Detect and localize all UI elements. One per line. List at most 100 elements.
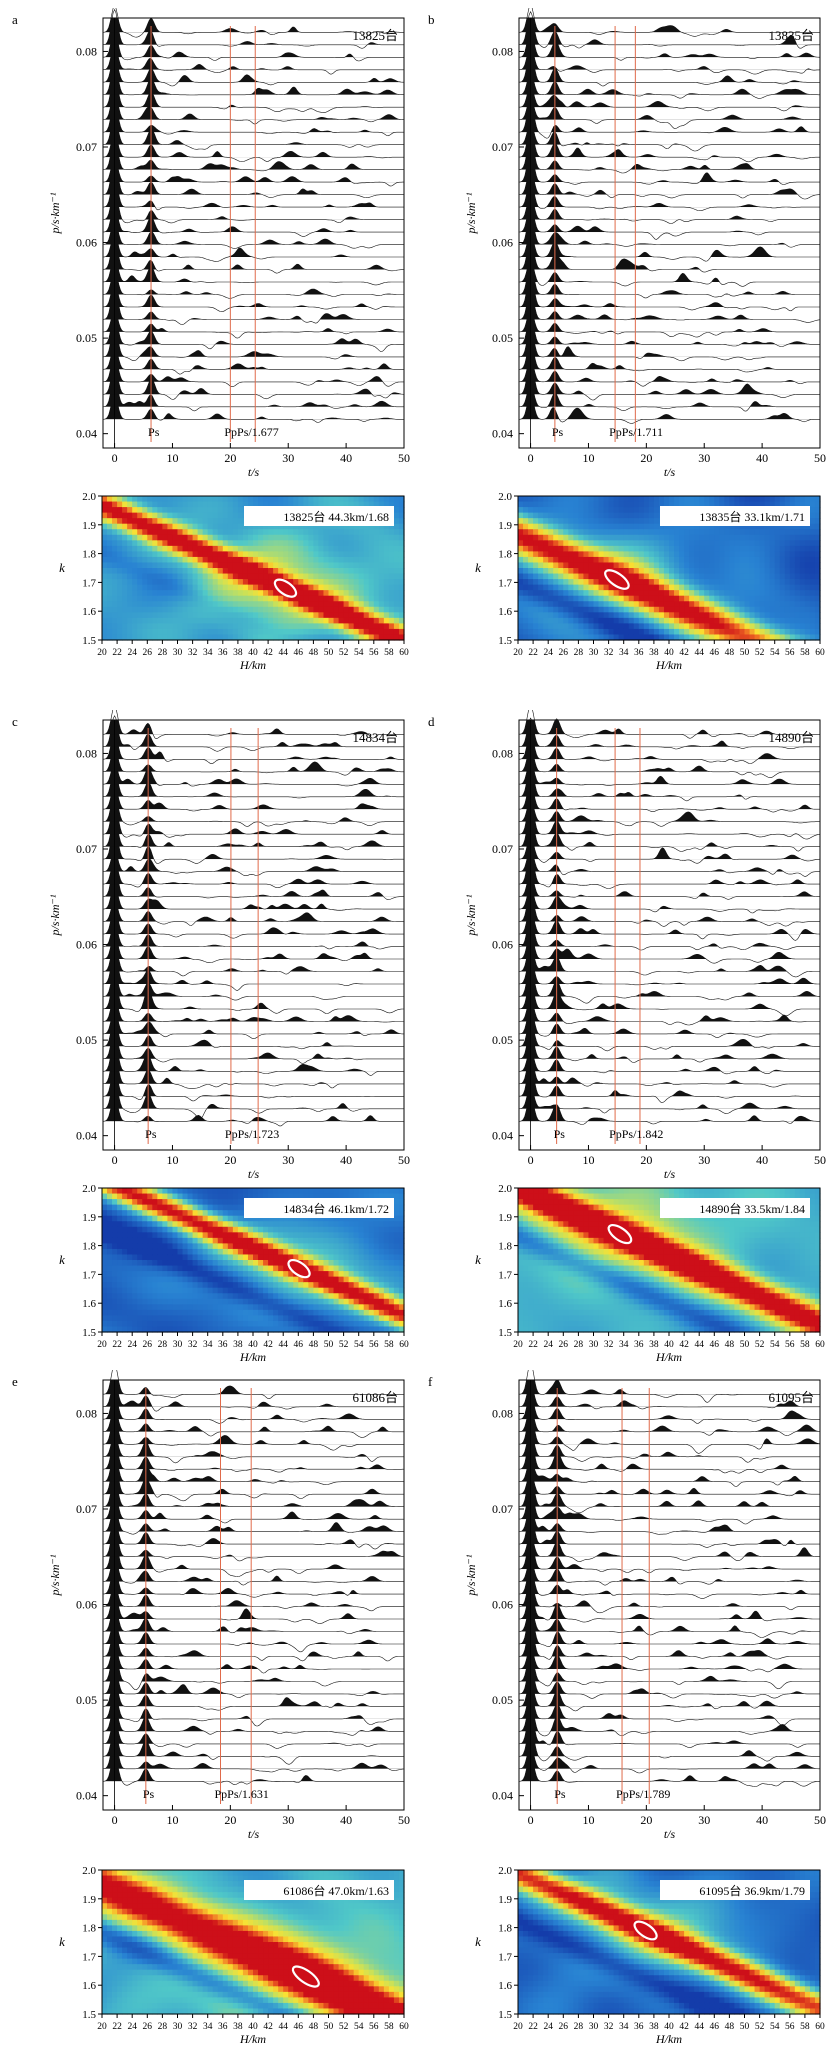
heatmap-cell xyxy=(112,1237,118,1244)
heatmap-cell xyxy=(177,551,184,558)
heatmap-cell xyxy=(288,1260,294,1267)
heatmap-cell xyxy=(278,1188,284,1195)
heatmap-cell xyxy=(398,556,405,564)
heatmap-cell xyxy=(192,628,199,636)
heatmap-cell xyxy=(633,590,640,597)
heatmap-cell xyxy=(358,1293,365,1300)
heatmap-cell xyxy=(132,545,138,552)
heatmap-cell xyxy=(588,551,595,558)
heatmap-cell xyxy=(152,1326,158,1333)
heatmap-cell xyxy=(704,634,710,641)
heatmap-cell xyxy=(273,623,279,630)
heatmap-cell xyxy=(187,590,194,597)
heatmap-cell xyxy=(789,496,796,503)
heatmap-cell xyxy=(102,1304,108,1311)
heatmap-cell xyxy=(207,518,214,525)
heatmap-cell xyxy=(197,501,204,508)
heatmap-cell xyxy=(162,1237,169,1244)
heatmap-cell xyxy=(568,545,574,552)
heatmap-cell xyxy=(593,601,600,608)
heatmap-cell xyxy=(253,606,259,613)
heatmap-cell xyxy=(182,1282,189,1289)
heatmap-cell xyxy=(373,551,380,558)
heatmap-cell xyxy=(653,634,660,641)
heatmap-cell xyxy=(318,556,325,564)
x-tick-label: 20 xyxy=(640,451,652,465)
heatmap-cell xyxy=(393,523,400,530)
heatmap-cell xyxy=(137,551,143,558)
heatmap-cell xyxy=(729,568,736,575)
heatmap-cell xyxy=(679,534,685,541)
heatmap-cell xyxy=(754,496,761,503)
heatmap-cell xyxy=(608,529,615,536)
heatmap-cell xyxy=(814,551,821,558)
heatmap-cell xyxy=(132,617,138,624)
heatmap-cell xyxy=(373,1188,380,1195)
heatmap-cell xyxy=(338,1298,345,1305)
heatmap-cell xyxy=(333,628,340,636)
heatmap-cell xyxy=(533,573,539,580)
heatmap-cell xyxy=(769,540,776,547)
heatmap-cell xyxy=(212,1304,219,1311)
rf-trace xyxy=(518,96,820,129)
heatmap-cell xyxy=(528,545,534,552)
heatmap-cell xyxy=(804,634,811,641)
heatmap-cell xyxy=(643,595,650,602)
heatmap-cell xyxy=(288,1243,294,1250)
heatmap-cell xyxy=(563,529,569,536)
heatmap-cell xyxy=(192,551,199,558)
heatmap-cell xyxy=(117,1315,123,1322)
heatmap-cell xyxy=(232,1282,239,1289)
heatmap-cell xyxy=(343,617,350,624)
heatmap-cell xyxy=(152,562,158,569)
heatmap-cell xyxy=(278,617,284,624)
heatmap-cell xyxy=(237,606,244,613)
heatmap-cell xyxy=(227,590,234,597)
heatmap-cell xyxy=(298,1248,304,1256)
heatmap-cell xyxy=(618,579,625,586)
heatmap-cell xyxy=(202,601,209,608)
heatmap-cell xyxy=(794,529,801,536)
heatmap-cell xyxy=(162,518,169,525)
heatmap-cell xyxy=(779,562,786,569)
heatmap-cell xyxy=(107,556,113,564)
heatmap-cell xyxy=(152,1254,158,1261)
heatmap-cell xyxy=(263,584,269,591)
heatmap-cell xyxy=(398,617,405,624)
rf-trace xyxy=(518,307,820,338)
heatmap-cell xyxy=(558,573,564,580)
heatmap-cell xyxy=(212,1276,219,1283)
heatmap-cell xyxy=(172,1298,179,1305)
heatmap-cell xyxy=(603,496,610,503)
heatmap-cell xyxy=(258,1221,264,1228)
heatmap-cell xyxy=(523,606,529,613)
heatmap-cell xyxy=(628,518,635,525)
heatmap-cell xyxy=(122,1210,128,1217)
heatmap-cell xyxy=(258,612,264,619)
heatmap-cell xyxy=(343,606,350,613)
heatmap-cell xyxy=(298,601,304,608)
heatmap-cell xyxy=(102,518,108,525)
heatmap-cell xyxy=(152,1260,158,1267)
heatmap-cell xyxy=(112,1210,118,1217)
heatmap-cell xyxy=(117,601,123,608)
heatmap-cell xyxy=(242,590,249,597)
heatmap-cell xyxy=(638,556,645,564)
y-axis-label: p/s·km⁻¹ xyxy=(48,894,62,936)
heatmap-cell xyxy=(247,1226,254,1233)
heatmap-cell xyxy=(142,1260,148,1267)
heatmap-cell xyxy=(814,612,821,619)
heatmap-cell xyxy=(298,1309,304,1316)
heatmap-cell xyxy=(393,562,400,569)
heatmap-cell xyxy=(122,518,128,525)
heatmap-cell xyxy=(242,573,249,580)
heatmap-cell xyxy=(182,1276,189,1283)
heatmap-cell xyxy=(298,579,304,586)
heatmap-cell xyxy=(177,1282,184,1289)
heatmap-cell xyxy=(643,507,650,514)
heatmap-cell xyxy=(117,523,123,530)
heatmap-cell xyxy=(393,612,400,619)
heatmap-cell xyxy=(258,1298,264,1305)
heatmap-cell xyxy=(789,606,796,613)
heatmap-cell xyxy=(263,1320,269,1328)
